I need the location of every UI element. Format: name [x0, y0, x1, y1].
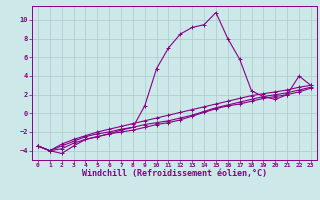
X-axis label: Windchill (Refroidissement éolien,°C): Windchill (Refroidissement éolien,°C) — [82, 169, 267, 178]
